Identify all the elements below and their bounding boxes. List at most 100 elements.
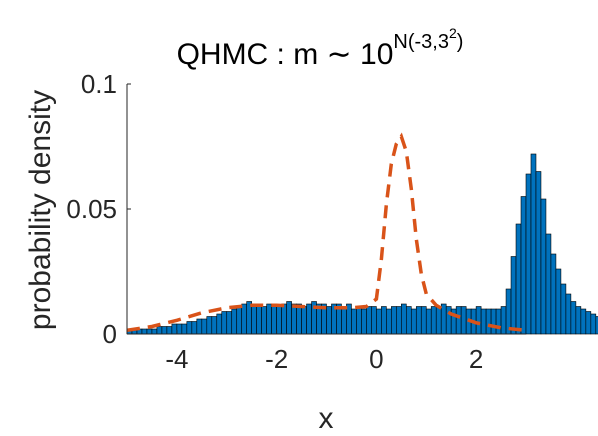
histogram-bar bbox=[216, 313, 223, 335]
histogram-bar bbox=[301, 306, 307, 335]
histogram-bar bbox=[226, 311, 233, 335]
histogram-bar bbox=[525, 173, 532, 335]
histogram-bar bbox=[146, 328, 153, 335]
histogram-bars bbox=[126, 153, 598, 335]
histogram-bar bbox=[495, 308, 502, 335]
histogram-bar bbox=[381, 306, 387, 335]
histogram-bar bbox=[206, 316, 213, 335]
histogram-bar bbox=[475, 306, 482, 335]
histogram-bar bbox=[440, 303, 447, 335]
y-axis-label: probability density bbox=[24, 90, 57, 330]
x-tick-label: 0 bbox=[369, 344, 383, 374]
histogram-bar bbox=[386, 308, 392, 335]
histogram-bar bbox=[151, 328, 158, 335]
histogram-bar bbox=[231, 308, 238, 335]
histogram-bar bbox=[261, 306, 267, 335]
histogram-bar bbox=[351, 308, 357, 335]
histogram-bar bbox=[326, 306, 332, 335]
histogram-bar bbox=[435, 306, 442, 335]
x-tick-label: -2 bbox=[265, 344, 288, 374]
histogram-bar bbox=[156, 326, 163, 335]
histogram-bar bbox=[490, 308, 497, 335]
histogram-bar bbox=[570, 301, 577, 335]
histogram-bar bbox=[211, 316, 218, 335]
histogram-bar bbox=[530, 153, 537, 335]
histogram-bar bbox=[401, 303, 407, 335]
histogram-bar bbox=[560, 283, 567, 335]
histogram-bar bbox=[356, 306, 362, 335]
histogram-bar bbox=[545, 233, 552, 335]
histogram-bar bbox=[376, 308, 382, 335]
x-tick-label: -4 bbox=[165, 344, 188, 374]
histogram-bar bbox=[515, 223, 522, 335]
histogram-bar bbox=[371, 306, 377, 335]
histogram-bar bbox=[415, 306, 422, 335]
chart-title-superscript-power: 2 bbox=[449, 25, 457, 41]
histogram-bar bbox=[266, 303, 272, 335]
histogram-bar bbox=[500, 306, 507, 335]
chart-title-superscript-close: ) bbox=[457, 31, 464, 53]
histogram-bar bbox=[201, 318, 208, 335]
density-curve bbox=[126, 132, 527, 333]
histogram-bar bbox=[286, 301, 292, 335]
histogram-bar bbox=[535, 171, 542, 335]
histogram-bar bbox=[341, 306, 347, 335]
histogram-bar bbox=[306, 303, 312, 335]
chart-title-superscript: N(-3,3 bbox=[393, 31, 449, 53]
histogram-bar bbox=[161, 326, 168, 335]
histogram-bar bbox=[181, 323, 188, 335]
histogram-bar bbox=[281, 303, 287, 335]
histogram-bar bbox=[540, 198, 547, 335]
y-tick-label: 0 bbox=[103, 319, 117, 349]
histogram-bar bbox=[485, 308, 492, 335]
histogram-bar bbox=[410, 308, 417, 335]
histogram-bar bbox=[346, 303, 352, 335]
histogram-bar bbox=[405, 306, 412, 335]
histogram-bar bbox=[585, 311, 592, 335]
histogram-bar bbox=[276, 306, 282, 335]
histogram-bar bbox=[296, 303, 302, 335]
chart-title: QHMC : m ∼ 10N(-3,32) bbox=[177, 25, 464, 71]
histogram-bar bbox=[366, 306, 372, 335]
chart-title-base: QHMC : m ∼ 10 bbox=[177, 38, 394, 71]
histogram-bar bbox=[520, 196, 527, 335]
histogram-bar bbox=[291, 303, 297, 335]
histogram-bar bbox=[236, 306, 243, 335]
histogram-bar bbox=[191, 321, 198, 335]
histogram-bar bbox=[480, 308, 487, 335]
histogram-bar bbox=[510, 256, 517, 335]
x-tick-label: 2 bbox=[469, 344, 483, 374]
histogram-bar bbox=[391, 306, 397, 335]
histogram-bar bbox=[256, 303, 262, 335]
histogram-bar bbox=[186, 321, 193, 335]
y-tick-label: 0.1 bbox=[81, 69, 117, 99]
histogram-bar bbox=[555, 268, 562, 335]
histogram-bar bbox=[565, 293, 572, 335]
x-ticks: -4 -2 0 2 bbox=[165, 330, 483, 374]
histogram-bar bbox=[361, 308, 367, 335]
histogram-bar bbox=[445, 306, 452, 335]
histogram-bar bbox=[271, 303, 277, 335]
histogram-bar bbox=[455, 306, 462, 335]
histogram-bar bbox=[241, 303, 247, 335]
histogram-bar bbox=[176, 323, 183, 335]
histogram-bar bbox=[580, 308, 587, 335]
x-axis-label: x bbox=[319, 402, 334, 435]
histogram-bar bbox=[396, 306, 402, 335]
histogram-bar bbox=[430, 306, 437, 335]
histogram-bar bbox=[420, 306, 427, 335]
y-ticks: 0 0.05 0.1 bbox=[66, 69, 131, 349]
histogram-bar bbox=[550, 253, 557, 335]
y-tick-label: 0.05 bbox=[66, 194, 117, 224]
histogram-bar bbox=[196, 318, 203, 335]
histogram-bar bbox=[171, 323, 178, 335]
histogram-bar bbox=[425, 308, 432, 335]
histogram-bar bbox=[460, 306, 467, 335]
histogram-bar bbox=[221, 311, 228, 335]
histogram-bar bbox=[166, 326, 173, 335]
histogram-bar bbox=[141, 328, 148, 335]
histogram-bar bbox=[575, 306, 582, 335]
histogram-bar bbox=[595, 316, 598, 335]
histogram-bar bbox=[251, 303, 257, 335]
